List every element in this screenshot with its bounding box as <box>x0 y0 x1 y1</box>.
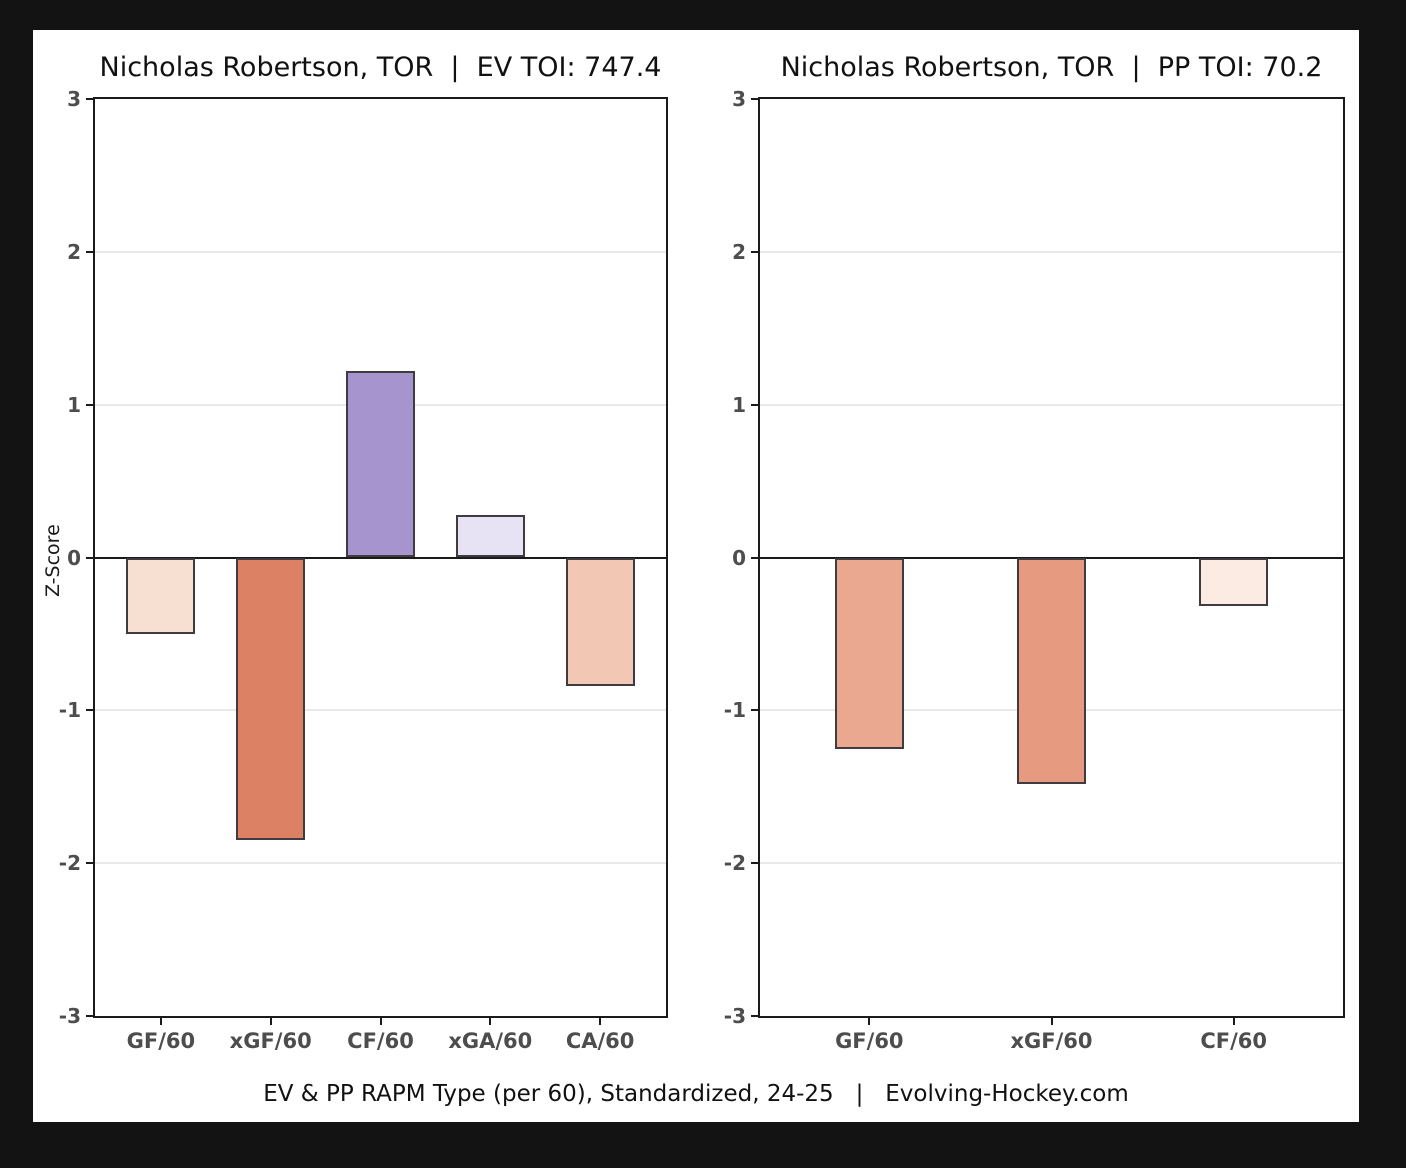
x-tick-label-xGF/60: xGF/60 <box>229 1029 312 1053</box>
x-tick-xGF/60 <box>269 1018 272 1025</box>
zero-line <box>95 556 666 559</box>
y-tick-0 <box>751 556 758 559</box>
x-tick-xGF/60 <box>1050 1018 1053 1025</box>
y-tick-1 <box>751 403 758 406</box>
y-tick-2 <box>751 250 758 253</box>
y-tick-label--2: -2 <box>58 851 81 876</box>
x-tick-CF/60 <box>1232 1018 1235 1025</box>
y-tick--1 <box>86 709 93 712</box>
bar-xGF/60 <box>1017 557 1086 784</box>
chart-card: Nicholas Robertson, TOR | EV TOI: 747.4 … <box>33 30 1359 1122</box>
pp-chart-title: Nicholas Robertson, TOR | PP TOI: 70.2 <box>780 52 1323 83</box>
ev-plot-area: 3 2 1 0 -1 -2 -3 GF/60 xGF/60 CF/60 xGA/60 CA/60 <box>59 87 668 1053</box>
gridline--2 <box>95 862 666 865</box>
x-tick-label-CA/60: CA/60 <box>565 1029 635 1053</box>
x-tick-label-CF/60: CF/60 <box>347 1029 414 1053</box>
y-tick-3 <box>86 98 93 100</box>
y-tick--2 <box>751 862 758 865</box>
x-tick-CA/60 <box>599 1018 602 1025</box>
y-tick-1 <box>86 403 93 406</box>
bar-CA/60 <box>565 557 635 686</box>
bar-xGF/60 <box>236 557 306 841</box>
y-tick-label-0: 0 <box>732 545 746 570</box>
x-tick-label-xGA/60: xGA/60 <box>448 1029 533 1053</box>
x-tick-xGA/60 <box>489 1018 492 1025</box>
x-tick-label-CF/60: CF/60 <box>1200 1029 1268 1053</box>
y-tick-label--3: -3 <box>723 1004 746 1028</box>
y-tick-3 <box>751 98 758 100</box>
x-tick-CF/60 <box>379 1018 382 1025</box>
bar-GF/60 <box>834 557 904 749</box>
y-tick--3 <box>86 1015 93 1017</box>
x-tick-label-GF/60: GF/60 <box>126 1029 196 1053</box>
x-tick-GF/60 <box>868 1018 871 1025</box>
y-tick-label-1: 1 <box>67 392 81 417</box>
y-tick-label-3: 3 <box>67 87 81 111</box>
y-tick-0 <box>86 556 93 559</box>
gridline--1 <box>95 709 666 712</box>
y-tick-2 <box>86 250 93 253</box>
y-tick--2 <box>86 862 93 865</box>
x-tick-label-xGF/60: xGF/60 <box>1010 1029 1093 1053</box>
y-tick-label-3: 3 <box>732 87 746 111</box>
gridline-2 <box>760 250 1343 253</box>
bar-CF/60 <box>346 371 415 558</box>
ev-chart-title: Nicholas Robertson, TOR | EV TOI: 747.4 <box>99 52 662 83</box>
y-tick--3 <box>751 1015 758 1017</box>
y-tick-label-1: 1 <box>732 392 746 417</box>
bar-GF/60 <box>126 557 196 634</box>
y-tick-label--1: -1 <box>58 698 81 723</box>
x-tick-label-GF/60: GF/60 <box>835 1029 904 1053</box>
figure-caption: EV & PP RAPM Type (per 60), Standardized… <box>263 1081 1129 1107</box>
bar-xGA/60 <box>455 514 525 558</box>
y-tick-label-2: 2 <box>732 239 746 264</box>
y-tick-label--2: -2 <box>723 851 746 876</box>
y-tick-label-0: 0 <box>67 545 81 570</box>
y-tick-label-2: 2 <box>67 239 81 264</box>
gridline--2 <box>760 862 1343 865</box>
x-tick-GF/60 <box>159 1018 162 1025</box>
y-tick--1 <box>751 709 758 712</box>
pp-plot-area: 3 2 1 0 -1 -2 -3 GF/60 xGF/60 CF/60 <box>724 87 1345 1053</box>
y-tick-label--3: -3 <box>58 1004 81 1028</box>
bar-CF/60 <box>1199 557 1269 607</box>
y-tick-label--1: -1 <box>723 698 746 723</box>
gridline-2 <box>95 250 666 253</box>
gridline-1 <box>760 403 1343 406</box>
